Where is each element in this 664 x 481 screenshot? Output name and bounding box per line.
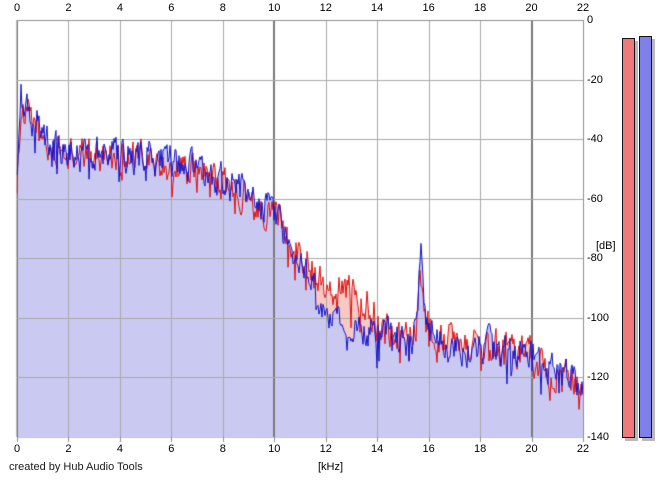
x-tick-label-top: 8 <box>219 2 226 14</box>
y-tick-label: -140 <box>587 431 610 443</box>
x-tick-label-bottom: 2 <box>65 443 72 455</box>
y-tick-label: -40 <box>587 133 603 146</box>
watermark-text: created by Hub Audio Tools <box>9 461 143 473</box>
x-tick-label-bottom: 20 <box>525 443 538 455</box>
y-axis-unit-label: [dB] <box>596 240 616 252</box>
x-tick-label-top: 20 <box>525 2 538 14</box>
y-tick-label: -100 <box>587 311 610 324</box>
y-tick-label: -20 <box>587 73 603 86</box>
x-tick-label-top: 6 <box>168 2 175 14</box>
x-tick-label-top: 2 <box>65 2 72 14</box>
x-tick-label-bottom: 4 <box>116 443 123 455</box>
y-tick-label: -60 <box>587 192 603 205</box>
x-tick-label-bottom: 18 <box>473 443 487 455</box>
x-tick-label-top: 0 <box>13 2 21 14</box>
x-tick-label-top: 12 <box>319 2 332 14</box>
x-tick-label-bottom: 12 <box>319 443 332 455</box>
x-tick-label-top: 22 <box>576 2 590 14</box>
x-tick-label-bottom: 8 <box>219 443 226 455</box>
meter-red <box>622 38 635 438</box>
x-tick-label-bottom: 16 <box>422 443 435 455</box>
x-tick-label-bottom: 6 <box>168 443 175 455</box>
x-tick-label-bottom: 14 <box>371 443 384 455</box>
x-tick-label-bottom: 0 <box>13 443 21 455</box>
x-axis-unit-label: [kHz] <box>318 461 344 473</box>
x-tick-label-top: 16 <box>422 2 435 14</box>
y-tick-label: -80 <box>587 252 603 265</box>
x-tick-label-top: 4 <box>116 2 123 14</box>
x-tick-label-top: 14 <box>371 2 384 14</box>
meter-blue <box>639 36 652 438</box>
y-tick-label: 0 <box>587 14 594 26</box>
x-tick-label-bottom: 22 <box>576 443 590 455</box>
x-tick-label-bottom: 10 <box>268 443 281 455</box>
x-tick-label-top: 18 <box>473 2 487 14</box>
y-tick-label: -120 <box>587 371 610 384</box>
x-tick-label-top: 10 <box>268 2 281 14</box>
